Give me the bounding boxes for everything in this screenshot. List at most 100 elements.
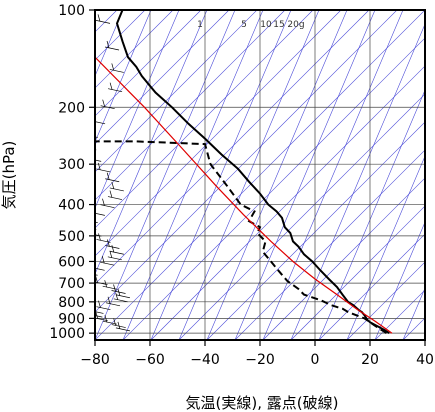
mixing-ratio-label: 20g [287, 20, 304, 30]
y-tick-label: 300 [58, 157, 85, 173]
wind-barb-feather [107, 296, 111, 304]
wind-barb-feather [104, 280, 108, 288]
wind-barb-feather [86, 266, 88, 273]
wind-barb-feather [113, 284, 116, 292]
guide-line [95, 10, 124, 77]
guide-line [178, 93, 425, 340]
x-tick-label: −20 [245, 352, 275, 368]
wind-barb-feather [89, 227, 91, 234]
guide-line [95, 10, 174, 89]
y-axis-title: 気圧(hPa) [0, 141, 18, 210]
wind-barb [115, 294, 130, 299]
wind-barb-feather [97, 14, 101, 22]
guide-line [318, 233, 425, 340]
y-tick-label: 800 [58, 295, 85, 311]
wind-barb-feather [117, 288, 121, 296]
wind-barb [109, 187, 124, 192]
wind-barb [104, 46, 120, 51]
guide-line [178, 10, 320, 340]
wind-barb [105, 178, 120, 183]
x-tick-label: −40 [190, 352, 220, 368]
guide-line [95, 10, 370, 285]
mixing-ratio-label: 15 [273, 20, 284, 30]
guide-line [290, 205, 425, 340]
x-tick-label: 40 [416, 352, 434, 368]
guide-line [95, 10, 314, 229]
wind-barb [100, 105, 115, 110]
guide-line [234, 10, 376, 340]
wind-barb [107, 196, 123, 200]
wind-barb-feather [109, 250, 113, 258]
guide-line [206, 121, 425, 340]
wind-barb-feather [84, 141, 86, 148]
wind-barb-feather [89, 152, 91, 159]
diagonal-guide-lines [95, 10, 435, 340]
wind-barb [107, 256, 122, 261]
wind-barb [96, 168, 111, 173]
guide-line [95, 10, 258, 173]
wind-barb [95, 311, 104, 314]
guide-line [122, 10, 264, 340]
wind-barb-feather [86, 128, 88, 135]
wind-barb-feather [115, 292, 119, 300]
wind-barb-feather [104, 315, 108, 323]
wind-barb [108, 88, 123, 93]
wind-barb [100, 204, 115, 209]
guide-line [150, 65, 425, 340]
wind-barb [113, 298, 128, 303]
wind-barb [105, 302, 121, 307]
wind-barb-feather [84, 221, 86, 228]
wind-barb-feather [106, 172, 110, 180]
wind-barb-feather [107, 239, 110, 247]
y-tick-label: 1000 [49, 326, 85, 342]
mixing-ratio-label: 1 [197, 20, 203, 30]
wind-barb-feather [95, 311, 99, 319]
wind-barb [95, 317, 108, 322]
guide-line [95, 10, 230, 145]
guide-line [95, 10, 342, 257]
wind-barb [96, 306, 111, 311]
wind-barb [95, 121, 106, 125]
y-tick-label: 400 [58, 198, 85, 214]
wind-barb [109, 250, 124, 255]
guide-line [431, 10, 435, 340]
guide-line [262, 10, 404, 340]
y-tick-label: 900 [58, 311, 85, 327]
guide-line [95, 10, 202, 117]
wind-barb-feather [111, 181, 115, 190]
guide-line [318, 89, 425, 340]
x-tick-label: −60 [135, 352, 165, 368]
wind-barb [102, 320, 118, 325]
guide-line [346, 261, 425, 340]
y-tick-label: 700 [58, 276, 85, 292]
wind-barb-feather [109, 190, 113, 198]
x-axis-title: 気温(実線), 露点(破線) [186, 394, 339, 412]
mixing-ratio-label: 5 [241, 20, 247, 30]
mixing-ratio-label: 10 [260, 20, 272, 30]
guide-line [95, 10, 180, 209]
guide-line [431, 10, 435, 340]
wind-barb [95, 212, 105, 216]
guide-line [234, 149, 425, 340]
wind-barbs [84, 14, 130, 332]
grid-lines [95, 10, 425, 340]
y-tick-label: 600 [58, 254, 85, 270]
guide-line [206, 10, 348, 340]
wind-barb-feather [109, 82, 113, 90]
wind-barb [111, 324, 126, 328]
wind-barb-feather [86, 214, 88, 221]
wind-barb [95, 267, 105, 271]
wind-barb-feather [111, 63, 115, 71]
guide-line [290, 23, 425, 340]
guide-line [122, 37, 425, 340]
y-tick-label: 100 [58, 3, 85, 19]
wind-barb-feather [117, 321, 121, 329]
x-axis-ticks: −80 −60 −40 −20 0 20 40 [80, 340, 434, 368]
guide-line [95, 10, 286, 201]
y-tick-label: 500 [58, 229, 85, 245]
guide-line [95, 10, 208, 275]
wind-barb-feather [90, 308, 92, 315]
x-tick-label: 20 [361, 352, 379, 368]
